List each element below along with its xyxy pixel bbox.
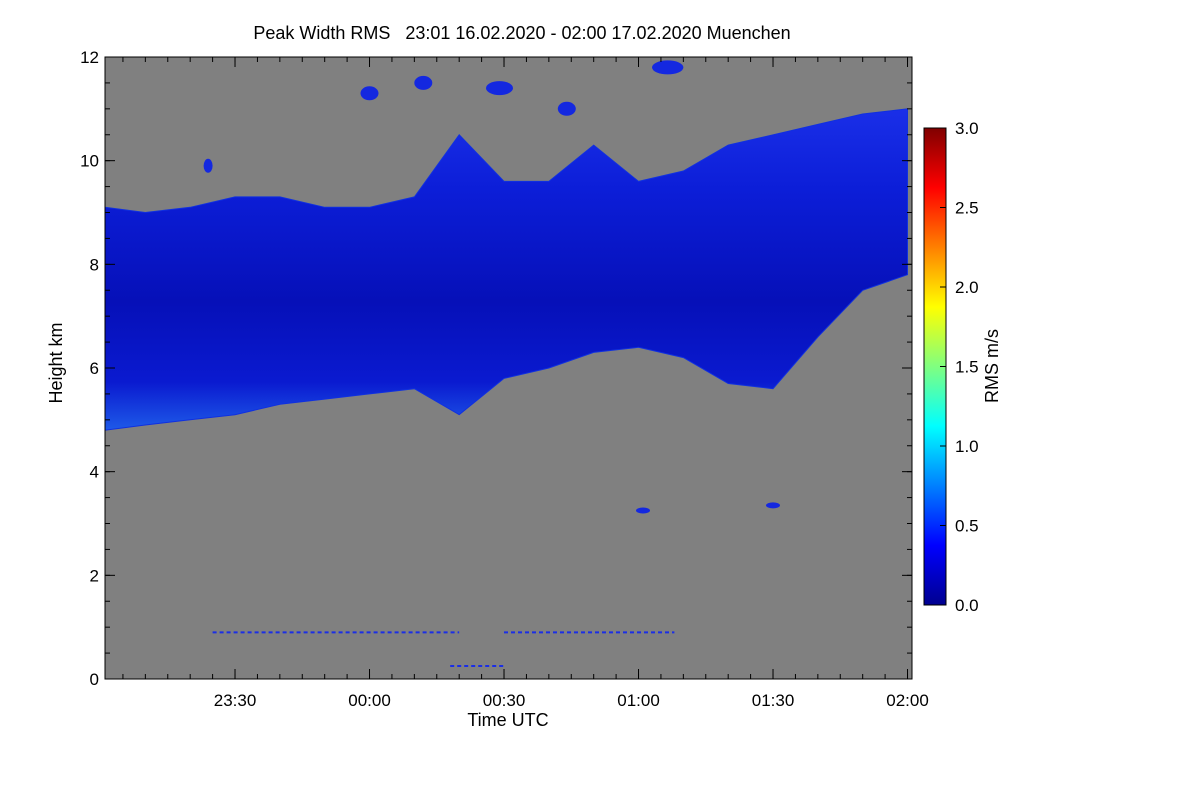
y-tick-label: 8 bbox=[90, 255, 99, 274]
y-tick-label: 0 bbox=[90, 670, 99, 689]
colorbar-tick-label: 2.0 bbox=[955, 278, 979, 297]
cloud-layer bbox=[104, 108, 908, 431]
x-tick-label: 00:30 bbox=[483, 691, 526, 710]
colorbar-tick-label: 3.0 bbox=[955, 119, 979, 138]
chart-title: Peak Width RMS 23:01 16.02.2020 - 02:00 … bbox=[253, 23, 790, 43]
upper-echo-patch bbox=[203, 158, 213, 173]
x-axis: 23:30 00:00 00:30 01:00 01:30 02:00 bbox=[122, 57, 929, 710]
data-layer bbox=[104, 60, 908, 667]
upper-echo-patch bbox=[414, 75, 433, 90]
colorbar-tick-label: 0.0 bbox=[955, 596, 979, 615]
colorbar-title: RMS m/s bbox=[982, 329, 1002, 403]
colorbar-tick-label: 0.5 bbox=[955, 517, 979, 536]
x-tick-label: 01:30 bbox=[752, 691, 795, 710]
x-tick-label: 23:30 bbox=[214, 691, 257, 710]
colorbar-tick-label: 1.0 bbox=[955, 437, 979, 456]
isolated-echo bbox=[636, 507, 650, 514]
y-tick-label: 12 bbox=[80, 48, 99, 67]
y-tick-label: 2 bbox=[90, 566, 99, 585]
y-tick-label: 4 bbox=[90, 463, 99, 482]
x-tick-label: 01:00 bbox=[617, 691, 660, 710]
colorbar-tick-label: 1.5 bbox=[955, 358, 979, 377]
upper-echo-patch bbox=[652, 60, 684, 75]
y-axis: 0 2 4 6 8 10 12 bbox=[80, 48, 912, 689]
y-axis-title: Height km bbox=[46, 322, 66, 403]
x-tick-label: 02:00 bbox=[886, 691, 929, 710]
isolated-echo bbox=[766, 502, 780, 509]
upper-echo-patch bbox=[360, 86, 379, 101]
x-axis-title: Time UTC bbox=[467, 710, 548, 730]
upper-echo-patch bbox=[557, 101, 576, 116]
colorbar-tick-label: 2.5 bbox=[955, 199, 979, 218]
y-tick-label: 10 bbox=[80, 152, 99, 171]
x-tick-label: 00:00 bbox=[348, 691, 391, 710]
y-tick-label: 6 bbox=[90, 359, 99, 378]
upper-echo-patch bbox=[486, 81, 513, 96]
colorbar-axis: 0.0 0.5 1.0 1.5 2.0 2.5 3.0 bbox=[940, 119, 979, 615]
